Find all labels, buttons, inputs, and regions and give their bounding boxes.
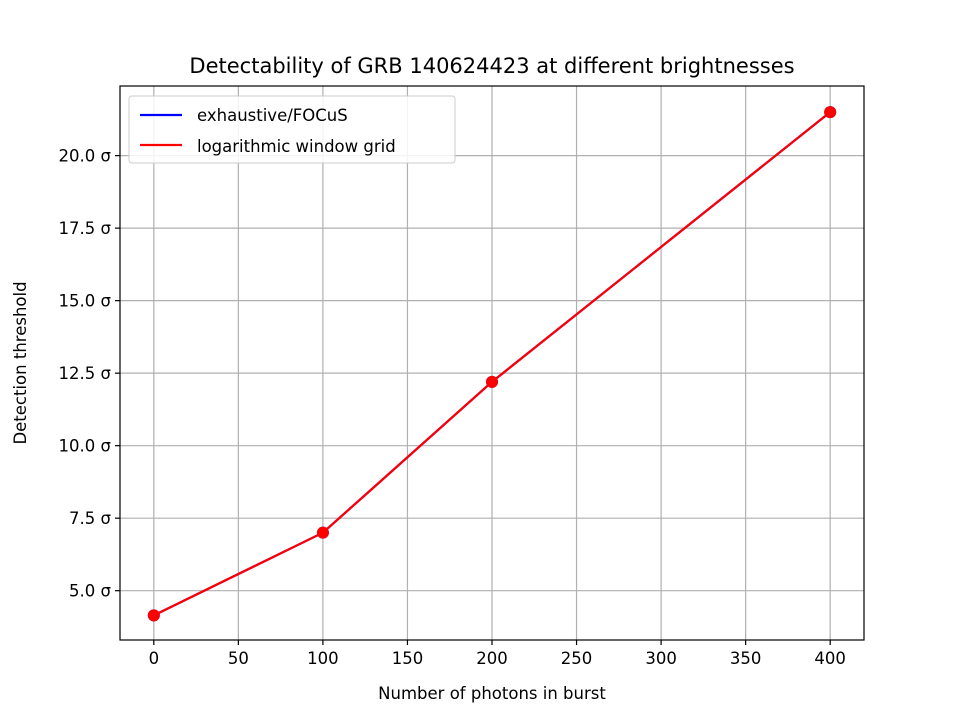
x-tick-label: 400 — [814, 649, 846, 668]
data-point-1-0 — [147, 609, 160, 622]
y-tick-label: 5.0 σ — [69, 582, 111, 601]
x-tick-label: 200 — [476, 649, 508, 668]
legend-label-exhaustive: exhaustive/FOCuS — [197, 106, 348, 125]
data-point-1-1 — [316, 526, 329, 539]
legend: exhaustive/FOCuS logarithmic window grid — [128, 95, 456, 164]
x-tick-label: 150 — [392, 649, 424, 668]
x-tick-label: 50 — [228, 649, 249, 668]
y-tick-label: 20.0 σ — [59, 147, 111, 166]
ticks: 0 50 100 150 200 250 300 350 400 5.0 σ 7.5 σ 10.0 σ… — [59, 147, 846, 668]
x-axis-label: Number of photons in burst — [378, 684, 606, 703]
x-tick-label: 300 — [645, 649, 677, 668]
x-tick-label: 100 — [307, 649, 339, 668]
series-layer — [147, 106, 837, 622]
x-tick-label: 250 — [561, 649, 593, 668]
y-tick-label: 15.0 σ — [59, 292, 111, 311]
legend-box — [128, 95, 456, 164]
series-line-1 — [153, 111, 831, 617]
y-axis-label: Detection threshold — [11, 281, 30, 444]
y-tick-label: 12.5 σ — [59, 364, 111, 383]
chart-title: Detectability of GRB 140624423 at differ… — [189, 54, 794, 78]
x-tick-label: 0 — [149, 649, 160, 668]
x-tick-label: 350 — [730, 649, 762, 668]
data-point-1-3 — [824, 106, 837, 119]
plot-frame — [119, 85, 865, 641]
y-tick-label: 7.5 σ — [69, 509, 111, 528]
data-point-1-2 — [486, 375, 498, 388]
legend-label-logarithmic: logarithmic window grid — [197, 137, 396, 156]
y-tick-label: 10.0 σ — [59, 437, 111, 456]
y-tick-label: 17.5 σ — [59, 219, 111, 238]
